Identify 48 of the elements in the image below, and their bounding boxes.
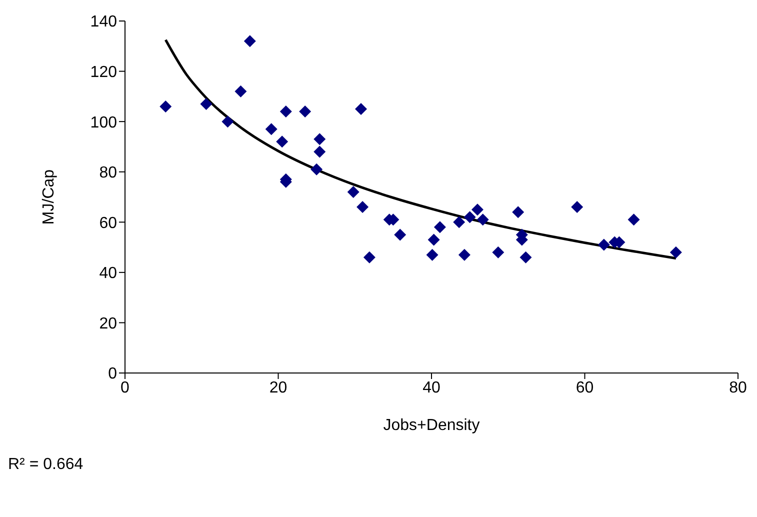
y-tick-label: 140	[90, 14, 118, 31]
point	[458, 248, 470, 261]
point	[355, 103, 368, 115]
point	[310, 163, 323, 176]
point	[670, 246, 682, 258]
x-tick-label: 60	[576, 379, 594, 396]
point	[222, 116, 234, 128]
point	[628, 214, 640, 226]
y-axis-title: MJ/Cap	[40, 169, 58, 225]
y-tick-label: 0	[108, 366, 118, 383]
point	[363, 251, 376, 264]
y-tick-label: 80	[99, 164, 118, 182]
point	[314, 146, 326, 158]
y-tick-label: 20	[99, 315, 118, 332]
x-tick-label: 80	[729, 379, 747, 396]
y-tick-label: 100	[90, 114, 118, 132]
point	[276, 136, 288, 148]
x-axis-title: Jobs+Density	[383, 417, 480, 434]
point	[512, 206, 524, 218]
point	[347, 186, 360, 198]
y-tick-label: 40	[99, 265, 118, 282]
point	[200, 98, 212, 110]
point	[426, 248, 438, 261]
point	[428, 234, 440, 246]
y-tick-label: 120	[90, 64, 118, 81]
y-tick-label: 60	[99, 214, 118, 232]
point	[394, 228, 406, 241]
point	[520, 251, 532, 264]
point	[314, 133, 326, 146]
point	[492, 246, 504, 258]
point	[234, 85, 247, 98]
point	[356, 201, 369, 214]
point	[476, 214, 489, 226]
point	[453, 216, 466, 228]
point	[160, 100, 172, 112]
x-tick-label: 20	[269, 379, 288, 396]
point	[598, 238, 610, 251]
point	[299, 106, 312, 118]
point	[244, 35, 256, 48]
point	[471, 204, 484, 216]
x-tick-label: 0	[120, 379, 130, 396]
point	[265, 123, 278, 136]
x-tick-label: 40	[422, 379, 440, 396]
point	[571, 201, 584, 214]
text: R² = 0.664	[8, 456, 84, 473]
point	[280, 106, 292, 118]
point	[464, 211, 476, 224]
point	[434, 221, 446, 234]
